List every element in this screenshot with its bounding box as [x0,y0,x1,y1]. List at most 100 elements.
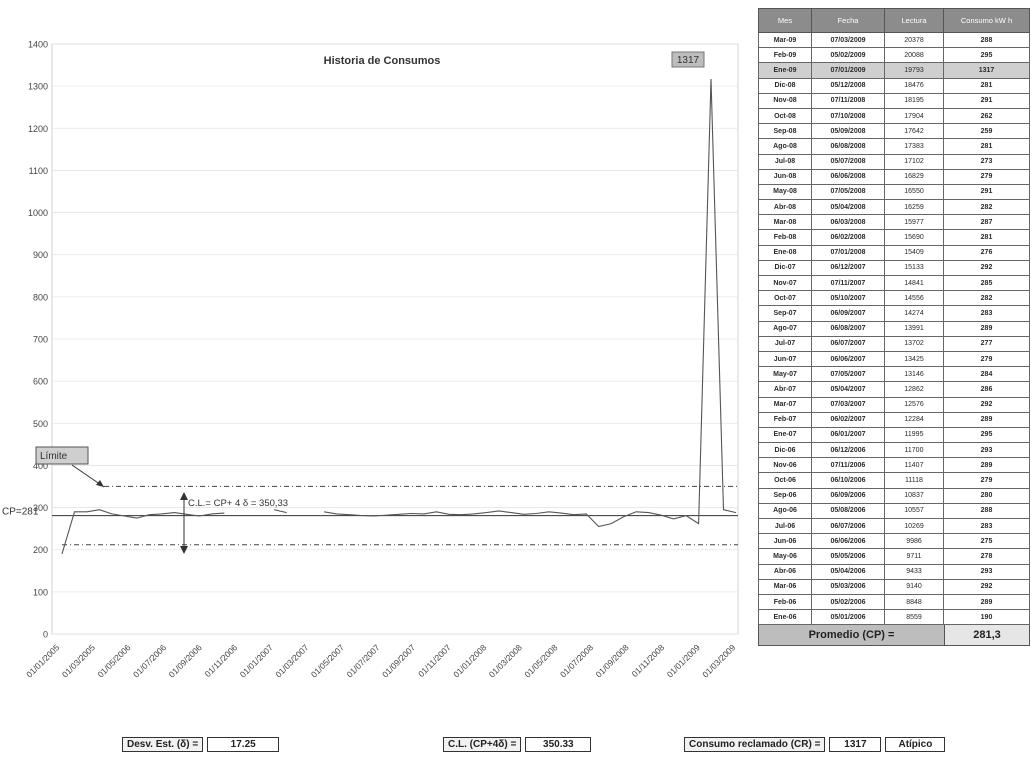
table-cell: 07/03/2007 [811,396,885,413]
average-label: CP=281 [2,507,39,518]
table-cell: Dic-07 [758,259,812,277]
table-cell: 292 [943,396,1030,413]
table-cell: 17102 [884,153,944,170]
table-header-cell: Lectura [884,8,944,33]
x-tick-label: 01/11/2008 [630,642,667,679]
table-cell: 06/01/2007 [811,426,885,444]
table-cell: May-08 [758,183,812,201]
table-cell: 11407 [884,457,944,474]
table-row: Ago-08 06/08/2008 17383 281 [758,138,1030,155]
table-cell: 259 [943,123,1030,140]
table-cell: 13702 [884,335,944,352]
consumption-table: Mes Fecha Lectura Consumo kW h Mar-09 07/03/… [758,8,1030,647]
table-header-cell: Fecha [811,8,885,33]
table-cell: 16550 [884,183,944,201]
x-tick-label: 01/03/2009 [700,642,737,679]
x-axis-ticks: 01/01/200501/03/200501/05/200601/07/2006… [24,642,737,679]
table-cell: 275 [943,533,1030,550]
std-dev-box: Desv. Est. (δ) = 17.25 [122,737,280,752]
table-cell: 295 [943,47,1030,64]
table-cell: 281 [943,229,1030,246]
table-cell: 05/02/2006 [811,593,885,611]
cl-arrow [180,492,188,554]
table-cell: 282 [943,290,1030,307]
table-cell: Nov-07 [758,274,812,292]
chart-title: Historia de Consumos [324,55,441,67]
table-cell: 05/04/2006 [811,563,885,580]
table-cell: Nov-08 [758,92,812,109]
table-cell: 05/03/2006 [811,578,885,595]
x-tick-label: 01/09/2008 [594,642,631,679]
std-dev-value: 17.25 [207,737,280,752]
table-cell: 06/12/2006 [811,442,885,459]
table-row: Nov-08 07/11/2008 18195 291 [758,92,1030,109]
table-cell: May-06 [758,548,812,565]
y-tick-label: 1000 [28,208,48,218]
table-cell: 277 [943,335,1030,352]
table-cell: 07/05/2008 [811,183,885,201]
table-cell: 07/01/2009 [811,62,885,79]
table-row: Sep-07 06/09/2007 14274 283 [758,305,1030,322]
table-cell: May-07 [758,366,812,383]
x-tick-label: 01/01/2009 [665,642,702,679]
y-tick-label: 300 [33,503,48,513]
table-row: Ene-09 07/01/2009 19793 1317 [758,62,1030,79]
table-cell: Feb-09 [758,47,812,64]
table-row: Nov-06 07/11/2006 11407 289 [758,457,1030,474]
table-cell: 292 [943,578,1030,595]
claimed-consumption-value: 1317 [829,737,882,752]
table-cell: 9140 [884,578,944,595]
table-cell: Mar-07 [758,396,812,413]
y-tick-label: 1200 [28,124,48,134]
x-tick-label: 01/09/2007 [380,642,417,679]
average-row: Promedio (CP) = 281,3 [758,625,1030,647]
table-cell: 289 [943,320,1030,337]
table-cell: Ago-06 [758,502,812,520]
std-dev-label: Desv. Est. (δ) = [122,737,204,752]
table-cell: 06/07/2007 [811,335,885,352]
table-cell: Ene-06 [758,609,812,626]
table-row: Jun-07 06/06/2007 13425 279 [758,350,1030,368]
table-header: Mes Fecha Lectura Consumo kW h [758,8,1030,33]
table-cell: Oct-06 [758,472,812,489]
table-cell: 276 [943,244,1030,261]
table-row: Dic-07 06/12/2007 15133 292 [758,259,1030,277]
table-cell: 8848 [884,593,944,611]
table-cell: 07/01/2008 [811,244,885,261]
y-tick-label: 1400 [28,40,48,50]
table-row: Ago-06 05/08/2006 10557 288 [758,502,1030,520]
table-cell: 05/07/2008 [811,153,885,170]
x-tick-label: 01/07/2008 [558,642,595,679]
table-cell: 06/10/2006 [811,472,885,489]
table-cell: 06/08/2008 [811,138,885,155]
table-cell: 293 [943,442,1030,459]
table-header-cell: Mes [758,8,812,33]
table-cell: Ene-09 [758,62,812,79]
y-tick-label: 400 [33,461,48,471]
table-cell: 289 [943,593,1030,611]
table-cell: Sep-07 [758,305,812,322]
table-cell: 06/03/2008 [811,214,885,231]
table-cell: 279 [943,168,1030,185]
table-cell: 288 [943,31,1030,49]
x-tick-label: 01/05/2008 [522,642,559,679]
table-cell: 291 [943,92,1030,109]
x-tick-label: 01/09/2006 [167,642,204,679]
control-limit-label: C.L. (CP+4δ) = [443,737,522,752]
table-row: Feb-07 06/02/2007 12284 289 [758,411,1030,428]
table-cell: 07/11/2008 [811,92,885,109]
table-cell: 05/08/2006 [811,502,885,520]
table-cell: 15977 [884,214,944,231]
table-cell: 293 [943,563,1030,580]
table-cell: 11995 [884,426,944,444]
table-cell: 06/02/2007 [811,411,885,428]
table-cell: 279 [943,472,1030,489]
table-cell: Feb-06 [758,593,812,611]
x-tick-label: 01/07/2007 [344,642,381,679]
table-cell: 15409 [884,244,944,261]
table-cell: 287 [943,214,1030,231]
table-cell: 16259 [884,199,944,216]
table-cell: 07/05/2007 [811,366,885,383]
table-row: Feb-09 05/02/2009 20088 295 [758,47,1030,64]
table-row: Mar-08 06/03/2008 15977 287 [758,214,1030,231]
